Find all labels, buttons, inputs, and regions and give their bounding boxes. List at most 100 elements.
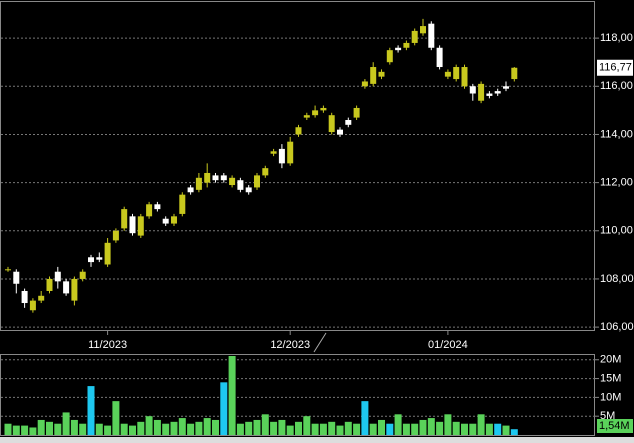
- volume-bar: [402, 423, 410, 435]
- last-price-box: [597, 59, 633, 76]
- candle-body: [511, 67, 518, 80]
- volume-bar: [378, 419, 385, 435]
- volume-bar: [12, 425, 20, 435]
- volume-bar: [87, 386, 95, 435]
- volume-bar: [153, 419, 161, 435]
- last-price-label: 116,77: [599, 62, 632, 74]
- candle-body: [5, 269, 11, 271]
- candle-body: [270, 151, 277, 154]
- volume-bar: [336, 425, 344, 435]
- x-tick-label: 12/2023: [270, 339, 310, 351]
- volume-bar: [261, 414, 269, 435]
- y-tick-label: 118,00: [600, 32, 633, 44]
- candle-body: [13, 271, 20, 284]
- candle-body: [195, 177, 202, 190]
- candle-body: [478, 83, 485, 101]
- volume-bar: [228, 356, 236, 435]
- volume-bar: [236, 423, 244, 435]
- candle-body: [71, 278, 78, 301]
- volume-bar: [129, 425, 136, 435]
- volume-bar: [253, 419, 261, 435]
- candle-body: [453, 67, 460, 80]
- volume-bar: [120, 423, 128, 435]
- last-volume-box: [597, 419, 633, 433]
- candle-body: [469, 86, 476, 94]
- candle-body: [278, 148, 285, 164]
- candle-body: [204, 172, 211, 183]
- candle-body: [46, 278, 53, 291]
- last-volume-label: 1,54M: [599, 420, 630, 432]
- candle-body: [312, 110, 319, 116]
- candle-body: [436, 47, 443, 68]
- candle-body: [104, 242, 111, 265]
- volume-bar: [220, 382, 228, 435]
- volume-bar: [477, 414, 485, 435]
- volume-bar: [162, 423, 170, 435]
- volume-bar: [145, 416, 153, 435]
- candle-body: [245, 187, 252, 193]
- volume-bar: [70, 419, 78, 435]
- y-tick-label: 15M: [600, 372, 621, 384]
- volume-bar: [386, 423, 394, 435]
- volume-bar: [212, 419, 219, 435]
- volume-bar: [286, 425, 294, 435]
- volume-bar: [461, 423, 468, 435]
- candle-body: [112, 230, 119, 241]
- candle-body: [353, 107, 360, 118]
- volume-bar: [137, 421, 145, 435]
- volume-bar: [469, 423, 477, 435]
- y-tick-label: 110,00: [600, 225, 633, 237]
- volume-bar: [444, 414, 452, 435]
- candle-body: [295, 127, 302, 135]
- volume-bar: [394, 414, 402, 435]
- candle-body: [96, 257, 103, 260]
- y-tick-label: 114,00: [600, 128, 633, 140]
- candle-body: [420, 26, 426, 34]
- candle-body: [403, 42, 410, 48]
- volume-bar: [104, 425, 112, 435]
- volume-bar: [4, 423, 12, 435]
- candle-body: [212, 175, 219, 181]
- candle-body: [386, 50, 393, 63]
- volume-bar: [187, 423, 195, 435]
- candle-body: [262, 168, 269, 176]
- x-tick-label: 11/2023: [88, 339, 127, 351]
- candle-body: [162, 218, 169, 224]
- candle-body: [287, 141, 294, 164]
- volume-bar: [278, 419, 286, 435]
- candle-body: [486, 93, 493, 96]
- volume-bar: [344, 421, 352, 435]
- candle-body: [428, 23, 435, 48]
- volume-bar: [361, 401, 369, 435]
- volume-bar: [79, 423, 87, 435]
- volume-panel: [0, 354, 595, 436]
- volume-bar: [195, 421, 203, 435]
- volume-bar: [95, 423, 103, 435]
- volume-bar: [54, 423, 62, 435]
- candle-body: [237, 180, 244, 190]
- candle-body: [179, 194, 186, 214]
- candle-body: [154, 204, 161, 210]
- volume-bar: [328, 421, 336, 435]
- candle-body: [328, 115, 335, 133]
- volume-bar: [452, 421, 460, 435]
- volume-bar: [37, 419, 45, 435]
- candle-body: [129, 216, 136, 234]
- volume-bar: [311, 423, 319, 435]
- candle-body: [370, 67, 377, 84]
- divider-mark: [313, 332, 327, 353]
- candle-body: [229, 177, 236, 186]
- candle-body: [254, 175, 260, 188]
- candle-body: [220, 175, 227, 181]
- candle-body: [38, 295, 45, 301]
- volume-bar: [353, 423, 361, 435]
- volume-bar: [245, 421, 253, 435]
- candle-body: [361, 81, 368, 87]
- y-tick-label: 108,00: [600, 273, 634, 285]
- volume-bar: [29, 427, 37, 435]
- volume-bar: [427, 418, 435, 435]
- volume-bar: [502, 425, 510, 435]
- candle-body: [461, 67, 468, 87]
